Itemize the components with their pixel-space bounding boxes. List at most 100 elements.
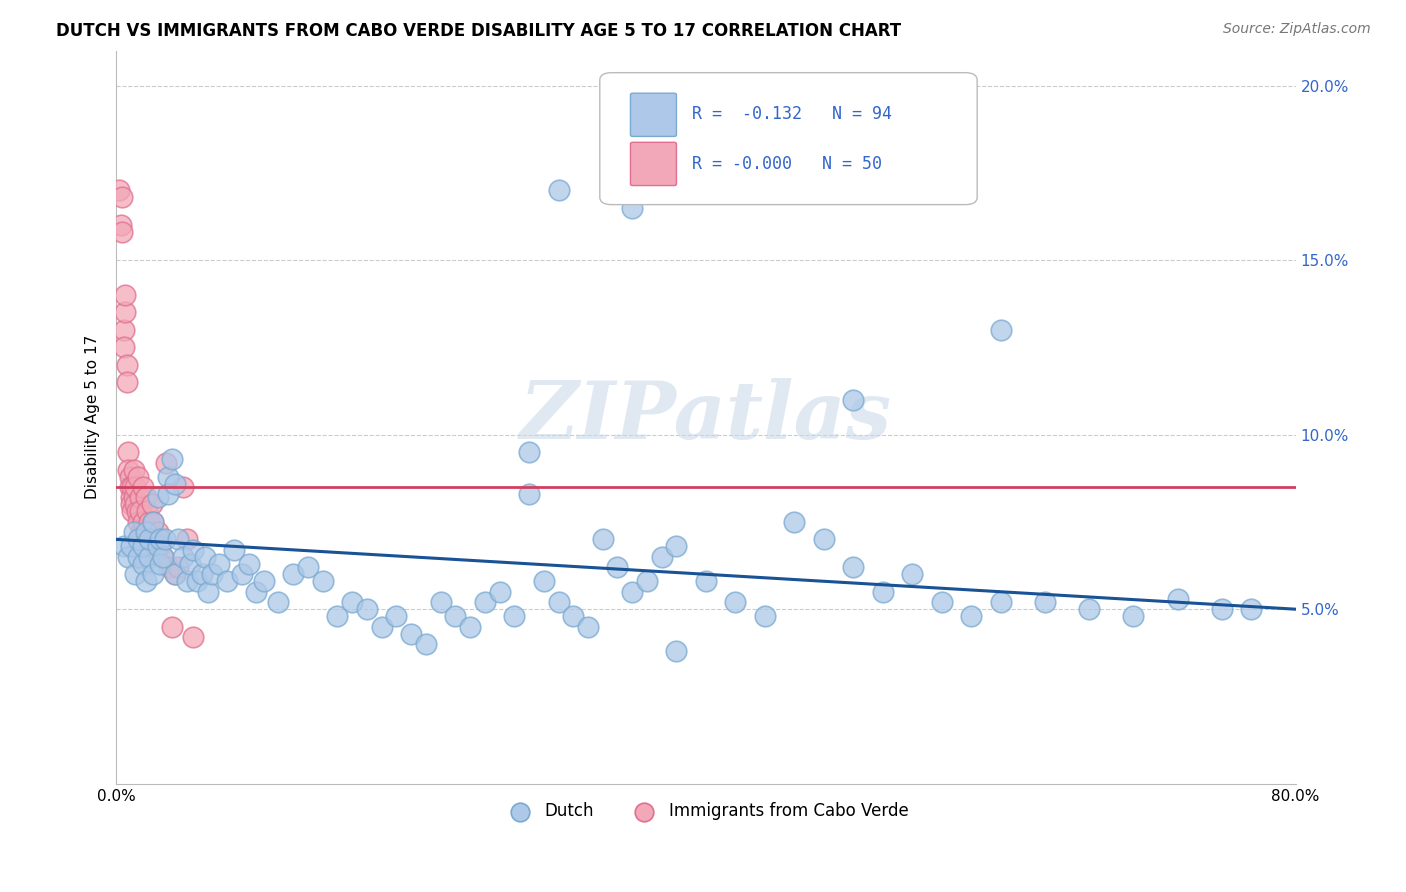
Point <box>127 515 149 529</box>
Point <box>842 392 865 407</box>
Point <box>112 323 135 337</box>
Point <box>120 491 142 505</box>
Point <box>152 549 174 564</box>
Point <box>208 557 231 571</box>
Point <box>474 595 496 609</box>
Point <box>121 504 143 518</box>
Point <box>238 557 260 571</box>
Point <box>162 452 184 467</box>
Point <box>215 574 238 589</box>
Point <box>444 609 467 624</box>
Point <box>112 340 135 354</box>
Point <box>1122 609 1144 624</box>
Point <box>665 540 688 554</box>
Point <box>201 567 224 582</box>
Point <box>311 574 333 589</box>
Point <box>162 620 184 634</box>
Point <box>172 480 194 494</box>
Point <box>517 487 540 501</box>
Point <box>224 542 246 557</box>
Point <box>132 540 155 554</box>
Point <box>990 323 1012 337</box>
Point <box>695 574 717 589</box>
Point <box>621 584 644 599</box>
Point <box>783 515 806 529</box>
Point <box>138 549 160 564</box>
Point <box>429 595 451 609</box>
Point <box>872 584 894 599</box>
Point <box>176 533 198 547</box>
Point <box>118 480 141 494</box>
Point <box>191 567 214 582</box>
Point <box>179 557 201 571</box>
Point <box>136 504 159 518</box>
Point <box>167 533 190 547</box>
Point <box>124 567 146 582</box>
Point <box>176 574 198 589</box>
Point <box>267 595 290 609</box>
Point <box>142 515 165 529</box>
Point <box>115 376 138 390</box>
Point <box>132 515 155 529</box>
Point <box>115 358 138 372</box>
Point <box>283 567 305 582</box>
Point <box>153 533 176 547</box>
Point <box>901 567 924 582</box>
Point <box>165 567 187 582</box>
Point <box>125 504 148 518</box>
Point <box>121 480 143 494</box>
Point <box>326 609 349 624</box>
Point <box>488 584 510 599</box>
Point <box>131 525 153 540</box>
Point <box>813 533 835 547</box>
Point <box>990 595 1012 609</box>
Point <box>562 609 585 624</box>
Point <box>149 557 172 571</box>
Point <box>118 469 141 483</box>
Point <box>149 540 172 554</box>
Point <box>112 540 135 554</box>
Point <box>111 225 134 239</box>
Point <box>111 190 134 204</box>
Point <box>356 602 378 616</box>
Text: R = -0.000   N = 50: R = -0.000 N = 50 <box>692 155 882 173</box>
Point <box>120 498 142 512</box>
Point <box>135 491 157 505</box>
Point <box>1240 602 1263 616</box>
Point <box>135 574 157 589</box>
Point <box>138 533 160 547</box>
Point <box>1167 591 1189 606</box>
Point <box>155 456 177 470</box>
Point <box>117 445 139 459</box>
Point <box>127 549 149 564</box>
Point <box>842 560 865 574</box>
Point <box>370 620 392 634</box>
Point <box>108 183 131 197</box>
Point <box>110 218 132 232</box>
Point <box>156 469 179 483</box>
FancyBboxPatch shape <box>600 72 977 204</box>
Point <box>231 567 253 582</box>
Point <box>128 491 150 505</box>
Point <box>152 549 174 564</box>
Point <box>606 560 628 574</box>
Point <box>124 480 146 494</box>
Point <box>134 533 156 547</box>
Point <box>165 476 187 491</box>
Point <box>117 462 139 476</box>
Point <box>167 560 190 574</box>
Point <box>636 574 658 589</box>
Point <box>197 584 219 599</box>
Point <box>117 549 139 564</box>
Point <box>156 487 179 501</box>
Point <box>503 609 526 624</box>
Point <box>960 609 983 624</box>
Point <box>122 491 145 505</box>
Point <box>145 540 167 554</box>
Point <box>139 525 162 540</box>
Point <box>135 525 157 540</box>
Point <box>517 445 540 459</box>
Point <box>194 549 217 564</box>
Point <box>533 574 555 589</box>
Point <box>114 288 136 302</box>
